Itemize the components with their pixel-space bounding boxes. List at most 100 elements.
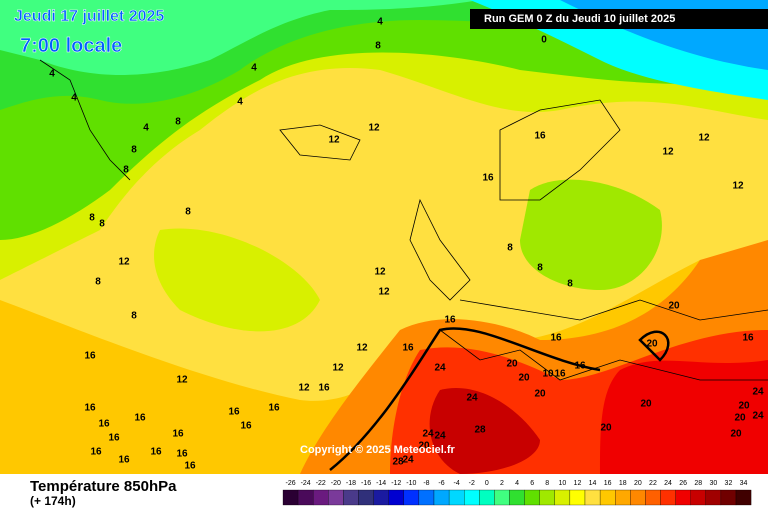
scale-label: 20 xyxy=(634,480,642,487)
scale-label: 8 xyxy=(545,480,549,487)
run-banner xyxy=(470,9,768,29)
contour-label: 12 xyxy=(298,383,310,394)
scale-label: -16 xyxy=(361,480,371,487)
time-text: 7:00 locale xyxy=(20,35,122,57)
scale-swatch xyxy=(313,489,329,506)
contour-label: 8 xyxy=(123,165,129,176)
scale-label: -6 xyxy=(438,480,444,487)
contour-label: 16 xyxy=(98,419,110,430)
contour-label: 16 xyxy=(84,403,96,414)
scale-swatch xyxy=(388,489,404,506)
scale-label: 10 xyxy=(558,480,566,487)
thick-isotherm xyxy=(329,327,670,471)
contour-label: 12 xyxy=(662,147,674,158)
scale-swatch xyxy=(554,489,571,506)
contour-label: 12 xyxy=(374,267,386,278)
contour-label: 12 xyxy=(118,257,130,268)
contour-label: 12 xyxy=(698,133,710,144)
scale-swatch xyxy=(599,489,616,506)
contour-label: 16 xyxy=(90,447,102,458)
scale-label: 22 xyxy=(649,480,657,487)
contour-label: 16 xyxy=(240,421,252,432)
contour-label: 8 xyxy=(131,145,137,156)
scale-swatch xyxy=(735,489,752,506)
contour-label: 20 xyxy=(738,401,750,412)
contour-label: 20 xyxy=(534,389,546,400)
scale-label: 18 xyxy=(619,480,627,487)
scale-label: 16 xyxy=(604,480,612,487)
contour-label: 16 xyxy=(402,343,414,354)
scale-swatch xyxy=(433,489,450,506)
scale-label: -10 xyxy=(406,480,416,487)
contour-label: 28 xyxy=(392,457,404,468)
scale-label: -12 xyxy=(391,480,401,487)
scale-swatch xyxy=(539,489,555,506)
scale-swatch xyxy=(479,489,495,506)
contour-label: 20 xyxy=(640,399,652,410)
contour-label: 16 xyxy=(228,407,240,418)
scale-label: -18 xyxy=(346,480,356,487)
run-text: Run GEM 0 Z du Jeudi 10 juillet 2025 xyxy=(484,13,675,25)
contour-label: 16 xyxy=(318,383,330,394)
contour-label: 12 xyxy=(176,375,188,386)
contour-label: 24 xyxy=(402,455,414,466)
contour-label: 16 xyxy=(742,333,754,344)
scale-label: -14 xyxy=(376,480,386,487)
contour-label: 20 xyxy=(730,429,742,440)
scale-swatch xyxy=(358,489,374,506)
contour-label: 4 xyxy=(71,93,77,104)
scale-swatch xyxy=(494,489,510,506)
scale-swatch xyxy=(615,489,631,506)
map-fill xyxy=(0,0,768,474)
scale-label: 14 xyxy=(589,480,597,487)
scale-label: 2 xyxy=(500,480,504,487)
scale-swatch xyxy=(343,489,359,506)
scale-label: 4 xyxy=(515,480,519,487)
contour-label: 16 xyxy=(172,429,184,440)
contour-label: 16 xyxy=(482,173,494,184)
scale-swatch xyxy=(403,489,420,506)
contour-label: 16 xyxy=(554,369,566,380)
scale-label: 24 xyxy=(664,480,672,487)
coastlines xyxy=(39,59,768,381)
contour-label: 12 xyxy=(332,363,344,374)
contour-label: 12 xyxy=(732,181,744,192)
contour-label: 12 xyxy=(378,287,390,298)
scale-swatch xyxy=(509,489,525,506)
scale-swatch xyxy=(584,489,601,506)
contour-label: 16 xyxy=(574,361,586,372)
scale-swatch xyxy=(418,489,435,506)
contour-label: 20 xyxy=(518,373,530,384)
contour-label: 8 xyxy=(89,213,95,224)
contour-label: 16 xyxy=(534,131,546,142)
scale-label: 26 xyxy=(679,480,687,487)
contour-label: 16 xyxy=(268,403,280,414)
scale-label: 0 xyxy=(485,480,489,487)
contour-label: 24 xyxy=(434,363,446,374)
scale-label: -2 xyxy=(469,480,475,487)
contour-label: 8 xyxy=(567,279,573,290)
contour-label: 16 xyxy=(184,461,196,472)
scale-label: 6 xyxy=(530,480,534,487)
scale-label: -22 xyxy=(316,480,326,487)
contour-label: 16 xyxy=(150,447,162,458)
scale-swatch xyxy=(720,489,737,506)
contour-label: 4 xyxy=(251,63,257,74)
scale-swatch xyxy=(448,489,465,506)
contour-label: 8 xyxy=(185,207,191,218)
scale-swatch xyxy=(705,489,722,506)
date-text: Jeudi 17 juillet 2025 xyxy=(14,8,164,25)
scale-swatch xyxy=(297,489,314,506)
scale-swatch xyxy=(524,489,540,506)
scale-label: -8 xyxy=(423,480,429,487)
contour-label: 8 xyxy=(537,263,543,274)
scale-label: 30 xyxy=(709,480,717,487)
contour-label: 24 xyxy=(752,387,764,398)
contour-label: 24 xyxy=(466,393,478,404)
contour-label: 8 xyxy=(95,277,101,288)
scale-label: 34 xyxy=(740,480,748,487)
copyright: Copyright © 2025 Meteociel.fr xyxy=(300,444,456,456)
scale-swatch xyxy=(282,489,299,506)
contour-label: 24 xyxy=(752,411,764,422)
